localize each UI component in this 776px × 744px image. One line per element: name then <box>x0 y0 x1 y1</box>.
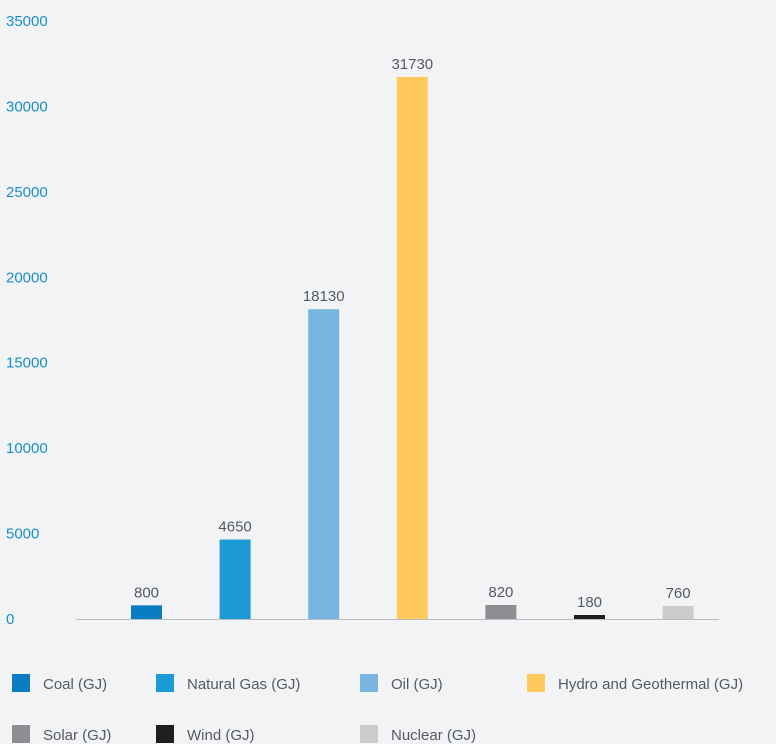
data-label: 31730 <box>391 56 433 73</box>
legend-label: Oil (GJ) <box>391 676 443 693</box>
data-label: 4650 <box>218 519 251 536</box>
legend-swatch <box>527 674 545 692</box>
data-label: 820 <box>488 584 513 601</box>
y-axis-tick-labels: 0 5000 10000 15000 20000 25000 30000 35000 <box>6 13 48 628</box>
bars <box>131 76 694 619</box>
legend-swatch <box>12 674 30 692</box>
bar <box>662 606 694 619</box>
data-label: 180 <box>577 594 602 611</box>
data-label: 800 <box>134 584 159 601</box>
bar <box>219 539 251 619</box>
legend-label: Hydro and Geothermal (GJ) <box>558 676 743 693</box>
legend-label: Natural Gas (GJ) <box>187 676 300 693</box>
data-label: 760 <box>666 585 691 602</box>
legend-swatch <box>156 674 174 692</box>
legend-label: Wind (GJ) <box>187 727 255 744</box>
y-tick-label: 35000 <box>6 13 48 30</box>
y-tick-label: 30000 <box>6 98 48 115</box>
legend-swatch <box>156 725 174 743</box>
y-tick-label: 15000 <box>6 355 48 372</box>
data-label: 18130 <box>303 288 345 305</box>
y-tick-label: 20000 <box>6 269 48 286</box>
legend: Coal (GJ) Natural Gas (GJ) Oil (GJ) Hydro a… <box>12 674 743 744</box>
bar <box>574 615 605 619</box>
data-labels: 800 4650 18130 31730 820 180 760 <box>134 56 691 611</box>
legend-swatch <box>12 725 30 743</box>
legend-swatch <box>360 674 378 692</box>
legend-label: Nuclear (GJ) <box>391 727 476 744</box>
bar <box>485 604 517 619</box>
bar <box>131 605 162 619</box>
y-tick-label: 5000 <box>6 526 39 543</box>
y-tick-label: 10000 <box>6 440 48 457</box>
bar <box>396 76 428 619</box>
y-tick-label: 0 <box>6 611 14 628</box>
y-tick-label: 25000 <box>6 184 48 201</box>
bar <box>308 309 340 619</box>
legend-swatch <box>360 725 378 743</box>
legend-label: Coal (GJ) <box>43 676 107 693</box>
legend-label: Solar (GJ) <box>43 727 111 744</box>
